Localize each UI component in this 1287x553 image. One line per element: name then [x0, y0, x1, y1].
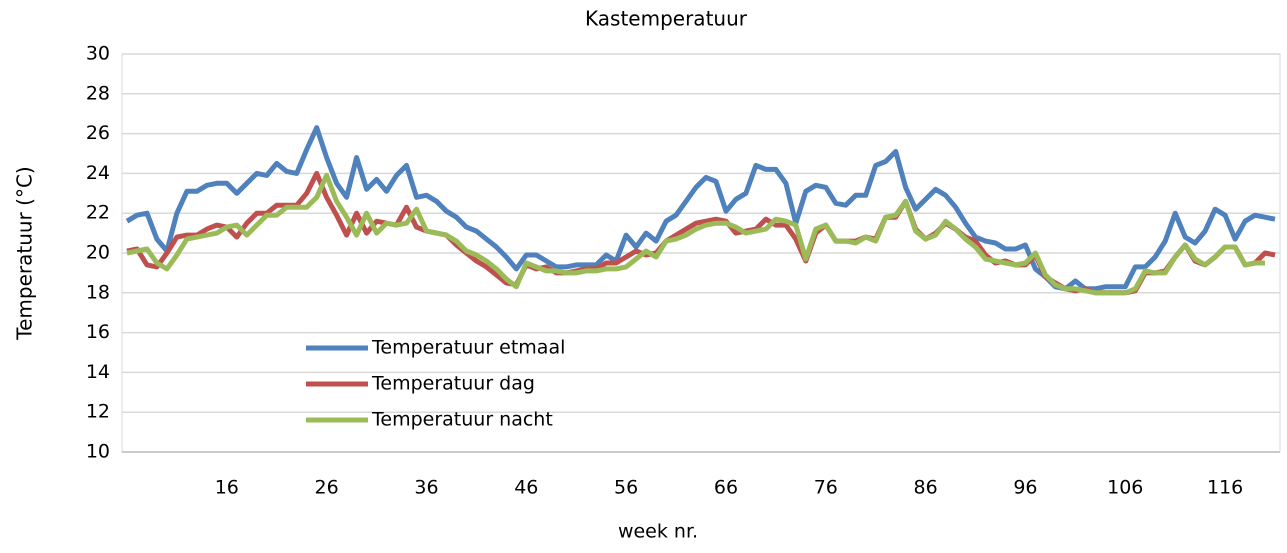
y-axis-title: Temperatuur (°C): [13, 166, 37, 340]
y-tick-label: 18: [86, 281, 110, 303]
y-tick-label: 30: [86, 43, 110, 65]
y-tick-label: 12: [86, 401, 110, 423]
y-tick-label: 26: [86, 122, 110, 144]
y-tick-label: 22: [86, 202, 110, 224]
y-tick-label: 10: [86, 441, 110, 463]
x-tick-label: 96: [1013, 477, 1037, 499]
chart-title: Kastemperatuur: [585, 7, 748, 31]
x-tick-label: 16: [215, 477, 239, 499]
legend-label: Temperatuur etmaal: [371, 337, 565, 359]
y-tick-label: 24: [86, 162, 110, 184]
y-tick-label: 20: [86, 242, 110, 264]
legend-label: Temperatuur nacht: [371, 409, 553, 431]
x-axis-title: week nr.: [618, 521, 698, 543]
y-tick-label: 16: [86, 321, 110, 343]
x-tick-label: 46: [514, 477, 538, 499]
series-line: [126, 172, 1265, 296]
x-tick-label: 86: [914, 477, 938, 499]
x-tick-label: 76: [814, 477, 838, 499]
y-tick-label: 28: [86, 82, 110, 104]
legend-label: Temperatuur dag: [371, 373, 535, 395]
x-tick-label: 36: [414, 477, 438, 499]
x-tick-label: 106: [1107, 477, 1143, 499]
x-tick-label: 56: [614, 477, 638, 499]
x-tick-label: 116: [1207, 477, 1243, 499]
x-tick-label: 26: [315, 477, 339, 499]
y-tick-label: 14: [86, 361, 110, 383]
x-tick-label: 66: [714, 477, 738, 499]
